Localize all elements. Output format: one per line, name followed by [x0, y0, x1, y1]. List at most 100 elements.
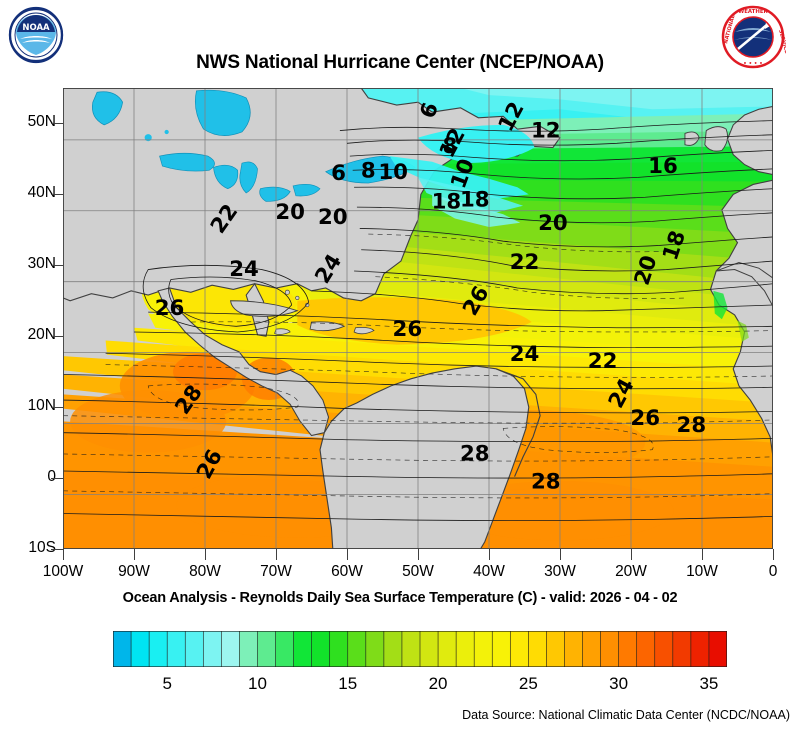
colorbar-swatch: [257, 631, 277, 667]
x-axis-tick-label: 30W: [544, 563, 576, 580]
x-axis-tick-label: 0: [768, 563, 778, 580]
y-axis-tick: [51, 194, 63, 196]
colorbar-swatch: [221, 631, 241, 667]
colorbar-swatch: [618, 631, 638, 667]
contour-label: 20: [275, 200, 305, 225]
x-axis-tick-label: 100W: [42, 563, 84, 580]
colorbar-tick-label: 15: [338, 674, 358, 693]
colorbar-swatch: [130, 631, 150, 667]
contour-label: 22: [588, 349, 618, 374]
colorbar-swatch: [636, 631, 656, 667]
y-axis-tick-label: 40N: [27, 184, 56, 202]
y-axis-tick: [51, 478, 63, 480]
colorbar-tick-label: 25: [518, 674, 538, 693]
contour-label: 16: [648, 154, 678, 179]
x-axis-tick-label: 70W: [260, 563, 292, 580]
x-axis-tick: [418, 549, 419, 560]
colorbar-swatch: [582, 631, 602, 667]
contour-label: 24: [229, 257, 259, 282]
y-axis-tick: [51, 549, 63, 550]
colorbar-swatch: [148, 631, 168, 667]
chart-subtitle: Ocean Analysis - Reynolds Daily Sea Surf…: [122, 590, 678, 606]
colorbar-tick-label: 20: [428, 674, 448, 693]
colorbar-swatch: [202, 631, 222, 667]
contour-label: 12: [531, 119, 561, 144]
x-axis-tick-label: 60W: [331, 563, 363, 580]
contour-label: 20: [538, 211, 568, 236]
colorbar-tick-label: 30: [609, 674, 629, 693]
contour-label: 18: [460, 187, 490, 212]
colorbar-swatch: [419, 631, 439, 667]
x-axis-tick: [347, 549, 348, 560]
sst-map: 6 12 12 12 8 10 6 8 10 16 18 18 18 20 20 20 22 22 20 24 24 26…: [63, 88, 773, 549]
x-axis-tick: [560, 549, 561, 560]
x-axis-tick-label: 80W: [189, 563, 221, 580]
y-axis-tick: [51, 123, 63, 125]
x-axis-tick-label: 40W: [473, 563, 505, 580]
y-axis-tick-label: 10N: [27, 397, 56, 415]
contour-label: 26: [155, 296, 185, 321]
colorbar-swatch: [473, 631, 493, 667]
y-axis-tick-label: 0: [47, 468, 56, 486]
colorbar-swatch: [437, 631, 457, 667]
x-axis-tick: [702, 549, 703, 560]
contour-label: 26: [393, 317, 423, 342]
colorbar-swatch: [600, 631, 620, 667]
y-axis-tick-label: 30N: [27, 255, 56, 273]
colorbar-swatch: [113, 631, 132, 667]
national-weather-service-logo: WEATHER • • • • NATIONAL SERVICE: [720, 4, 786, 70]
x-axis-tick: [205, 549, 206, 560]
contour-label: 20: [318, 205, 348, 230]
contour-label: 8: [443, 134, 458, 159]
contour-label: 28: [531, 470, 561, 495]
colorbar-swatch: [528, 631, 548, 667]
colorbar-swatch: [546, 631, 566, 667]
data-source-note: Data Source: National Climatic Data Cent…: [462, 708, 790, 722]
x-axis-tick-label: 10W: [686, 563, 718, 580]
colorbar-swatch: [365, 631, 385, 667]
y-axis-tick: [51, 336, 63, 338]
colorbar: [113, 631, 727, 667]
contour-label: 10: [378, 160, 408, 185]
contour-label: 18: [432, 190, 462, 215]
contour-label: 28: [677, 413, 707, 438]
contour-label: 28: [460, 441, 490, 466]
colorbar-tick-label: 10: [248, 674, 267, 693]
x-axis-tick: [134, 549, 135, 560]
colorbar-swatch: [293, 631, 313, 667]
colorbar-swatch: [708, 631, 727, 667]
svg-text:• • • •: • • • •: [743, 61, 762, 67]
noaa-logo: NOAA: [8, 6, 64, 64]
svg-text:NOAA: NOAA: [22, 23, 50, 33]
colorbar-swatch: [509, 631, 529, 667]
y-axis-tick-label: 20N: [27, 326, 56, 344]
colorbar-swatch: [275, 631, 295, 667]
contour-label: 8: [361, 158, 376, 183]
colorbar-swatch: [239, 631, 259, 667]
contour-label: 26: [630, 406, 660, 431]
x-axis-tick-label: 20W: [615, 563, 647, 580]
colorbar-swatch: [401, 631, 421, 667]
y-axis-tick-label: 50N: [27, 113, 56, 131]
contour-label: 6: [331, 161, 346, 186]
colorbar-swatch: [491, 631, 511, 667]
colorbar-tick-label: 5: [162, 674, 172, 693]
y-axis-tick: [51, 265, 63, 267]
page-title: NWS National Hurricane Center (NCEP/NOAA…: [196, 52, 604, 73]
x-axis-tick: [631, 549, 632, 560]
contour-label: 24: [510, 342, 540, 367]
x-axis-tick-label: 90W: [118, 563, 150, 580]
colorbar-swatch: [690, 631, 710, 667]
x-axis-tick: [276, 549, 277, 560]
y-axis-tick: [51, 407, 63, 409]
colorbar-swatch: [654, 631, 674, 667]
colorbar-swatch: [564, 631, 584, 667]
colorbar-swatch: [166, 631, 186, 667]
svg-text:WEATHER: WEATHER: [738, 9, 768, 15]
y-axis-tick-label: 10S: [28, 539, 56, 556]
colorbar-tick-label: 35: [699, 674, 719, 693]
x-axis-tick: [773, 549, 774, 560]
colorbar-swatch: [455, 631, 475, 667]
colorbar-swatch: [383, 631, 403, 667]
x-axis-tick: [63, 549, 64, 560]
